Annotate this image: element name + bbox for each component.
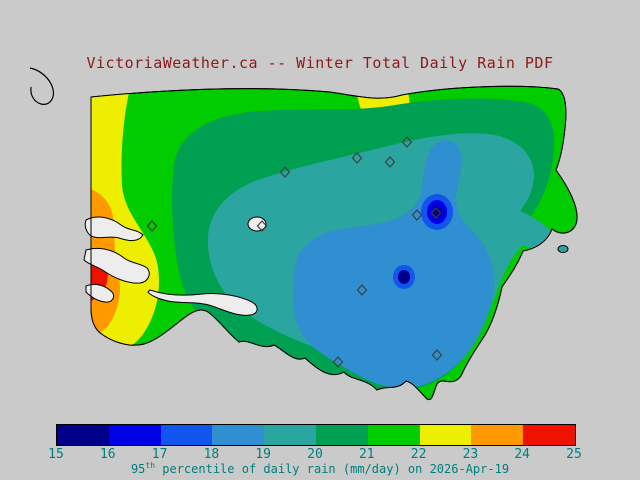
colorbar bbox=[56, 424, 576, 446]
caption-base: 95 bbox=[130, 462, 146, 476]
colorbar-tick-label: 17 bbox=[151, 447, 168, 462]
colorbar-segment bbox=[108, 425, 161, 445]
colorbar-caption: 95th percentile of daily rain (mm/day) o… bbox=[0, 461, 640, 476]
station-marker-icon bbox=[146, 220, 158, 232]
station-marker-icon bbox=[351, 152, 363, 164]
station-marker-icon bbox=[411, 209, 423, 221]
station-marker-icon bbox=[256, 220, 268, 232]
water-bodies bbox=[83, 216, 267, 316]
colorbar-segment bbox=[471, 425, 524, 445]
colorbar-segment bbox=[419, 425, 472, 445]
colorbar-tick-label: 23 bbox=[462, 447, 479, 462]
colorbar-tick-label: 24 bbox=[514, 447, 531, 462]
colorbar-segment bbox=[212, 425, 265, 445]
colorbar-tick-label: 22 bbox=[410, 447, 427, 462]
station-marker-icon bbox=[430, 207, 442, 219]
colorbar-tick-label: 20 bbox=[307, 447, 323, 462]
colorbar-segment bbox=[264, 425, 316, 445]
figure-title: VictoriaWeather.ca -- Winter Total Daily… bbox=[86, 54, 554, 72]
station-marker-icon bbox=[401, 136, 413, 148]
harbour-water bbox=[85, 283, 115, 303]
station-marker-icon bbox=[332, 356, 344, 368]
colorbar-segment bbox=[315, 425, 368, 445]
harbour-water bbox=[83, 247, 150, 284]
islet bbox=[557, 245, 569, 253]
colorbar-tick-label: 16 bbox=[99, 447, 116, 462]
station-marker-icon bbox=[356, 284, 368, 296]
colorbar-tick-label: 21 bbox=[358, 447, 375, 462]
colorbar-tick-label: 18 bbox=[203, 447, 220, 462]
colorbar-segment bbox=[57, 425, 109, 445]
station-markers bbox=[146, 136, 443, 368]
colorbar-ticks: 15 16 17 18 19 20 21 22 23 24 25 bbox=[0, 447, 640, 462]
gorge-waterway bbox=[147, 289, 258, 316]
colorbar-tick-label: 25 bbox=[566, 447, 582, 462]
caption-rest: percentile of daily rain (mm/day) on 202… bbox=[155, 462, 510, 476]
contour-spot-se-core bbox=[398, 270, 410, 284]
colorbar-tick-label: 19 bbox=[255, 447, 272, 462]
colorbar-segment bbox=[367, 425, 420, 445]
colorbar-segment bbox=[160, 425, 213, 445]
station-marker-icon bbox=[384, 156, 396, 168]
station-marker-icon bbox=[279, 166, 291, 178]
station-marker-icon bbox=[431, 349, 443, 361]
lake bbox=[247, 216, 267, 232]
caption-superscript: th bbox=[145, 461, 156, 470]
colorbar-segment bbox=[523, 425, 575, 445]
colorbar-tick-label: 15 bbox=[48, 447, 64, 462]
harbour-water bbox=[84, 216, 144, 242]
coastline-fragment bbox=[29, 67, 55, 105]
